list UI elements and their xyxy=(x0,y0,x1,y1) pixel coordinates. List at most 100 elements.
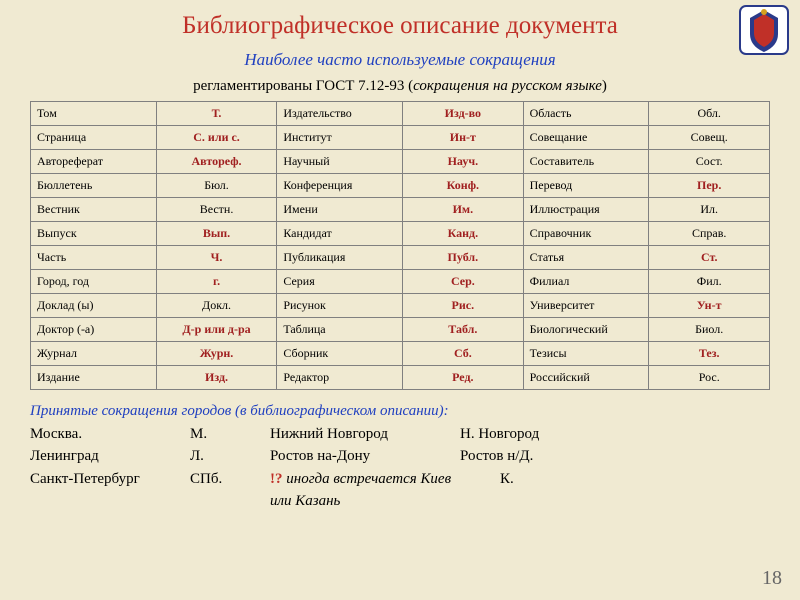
term-cell: Доктор (-а) xyxy=(31,318,157,342)
term-cell: Справочник xyxy=(523,222,649,246)
term-cell: Рисунок xyxy=(277,294,403,318)
city-name: Москва. xyxy=(30,423,190,446)
term-cell: Страница xyxy=(31,126,157,150)
term-cell: Издательство xyxy=(277,102,403,126)
abbr-cell: Биол. xyxy=(649,318,770,342)
regulation-suffix: ) xyxy=(602,78,607,94)
emblem-icon xyxy=(738,4,790,56)
abbr-cell: Ин-т xyxy=(403,126,524,150)
term-cell: Серия xyxy=(277,270,403,294)
footer-heading: Принятые сокращения городов (в библиогра… xyxy=(30,400,770,423)
table-row: АвторефератАвтореф.НаучныйНауч.Составите… xyxy=(31,150,770,174)
term-cell: Конференция xyxy=(277,174,403,198)
term-cell: Доклад (ы) xyxy=(31,294,157,318)
abbr-cell: Справ. xyxy=(649,222,770,246)
table-row: ИзданиеИзд.РедакторРед.РоссийскийРос. xyxy=(31,366,770,390)
abbr-cell: Науч. xyxy=(403,150,524,174)
abbr-cell: Изд-во xyxy=(403,102,524,126)
abbr-cell: Вестн. xyxy=(156,198,277,222)
term-cell: Перевод xyxy=(523,174,649,198)
term-cell: Автореферат xyxy=(31,150,157,174)
table-row: СтраницаС. или с.ИнститутИн-тСовещаниеСо… xyxy=(31,126,770,150)
abbr-cell: Совещ. xyxy=(649,126,770,150)
abbr-cell: Сер. xyxy=(403,270,524,294)
abbr-cell: Фил. xyxy=(649,270,770,294)
city-name: Нижний Новгород xyxy=(270,423,460,446)
abbr-cell: Д-р или д-ра xyxy=(156,318,277,342)
city-row-last: Санкт-Петербург СПб. !? иногда встречает… xyxy=(30,468,770,513)
abbr-cell: Изд. xyxy=(156,366,277,390)
table-row: Доктор (-а)Д-р или д-раТаблицаТабл.Биоло… xyxy=(31,318,770,342)
city-name: Ростов на-Дону xyxy=(270,445,460,468)
term-cell: Издание xyxy=(31,366,157,390)
abbr-cell: Автореф. xyxy=(156,150,277,174)
term-cell: Часть xyxy=(31,246,157,270)
footer-block: Принятые сокращения городов (в библиогра… xyxy=(30,400,770,513)
term-cell: Имени xyxy=(277,198,403,222)
abbr-cell: Ун-т xyxy=(649,294,770,318)
abbr-cell: Сост. xyxy=(649,150,770,174)
regulation-italic: сокращения на русском языке xyxy=(413,78,602,94)
term-cell: Вестник xyxy=(31,198,157,222)
term-cell: Совещание xyxy=(523,126,649,150)
abbr-cell: Конф. xyxy=(403,174,524,198)
abbreviation-table: ТомТ.ИздательствоИзд-воОбластьОбл.Страни… xyxy=(30,101,770,390)
table-row: Город, годг.СерияСер.ФилиалФил. xyxy=(31,270,770,294)
term-cell: Выпуск xyxy=(31,222,157,246)
city-abbr: Н. Новгород xyxy=(460,423,539,446)
table-row: ЧастьЧ.ПубликацияПубл.СтатьяСт. xyxy=(31,246,770,270)
abbr-cell: Бюл. xyxy=(156,174,277,198)
term-cell: Биологический xyxy=(523,318,649,342)
abbr-cell: Канд. xyxy=(403,222,524,246)
city-abbr: М. xyxy=(190,423,270,446)
abbr-cell: Ил. xyxy=(649,198,770,222)
term-cell: Иллюстрация xyxy=(523,198,649,222)
term-cell: Филиал xyxy=(523,270,649,294)
note-rest: иногда встречается Киев или Казань xyxy=(270,471,451,510)
abbr-cell: Пер. xyxy=(649,174,770,198)
term-cell: Составитель xyxy=(523,150,649,174)
abbr-cell: С. или с. xyxy=(156,126,277,150)
city-tail: К. xyxy=(460,468,514,513)
abbr-cell: Докл. xyxy=(156,294,277,318)
page-number: 18 xyxy=(762,567,782,590)
city-abbr: Л. xyxy=(190,445,270,468)
regulation-line: регламентированы ГОСТ 7.12-93 (сокращени… xyxy=(30,78,770,95)
term-cell: Кандидат xyxy=(277,222,403,246)
term-cell: Бюллетень xyxy=(31,174,157,198)
abbr-cell: Табл. xyxy=(403,318,524,342)
term-cell: Научный xyxy=(277,150,403,174)
term-cell: Том xyxy=(31,102,157,126)
abbr-cell: Обл. xyxy=(649,102,770,126)
table-row: ТомТ.ИздательствоИзд-воОбластьОбл. xyxy=(31,102,770,126)
abbr-cell: Им. xyxy=(403,198,524,222)
table-row: ВыпускВып.КандидатКанд.СправочникСправ. xyxy=(31,222,770,246)
term-cell: Университет xyxy=(523,294,649,318)
abbr-cell: Т. xyxy=(156,102,277,126)
abbr-cell: Ст. xyxy=(649,246,770,270)
abbr-cell: Тез. xyxy=(649,342,770,366)
table-row: БюллетеньБюл.КонференцияКонф.ПереводПер. xyxy=(31,174,770,198)
term-cell: Таблица xyxy=(277,318,403,342)
page-title: Библиографическое описание документа xyxy=(30,12,770,40)
city-abbr: Ростов н/Д. xyxy=(460,445,533,468)
term-cell: Область xyxy=(523,102,649,126)
term-cell: Институт xyxy=(277,126,403,150)
term-cell: Редактор xyxy=(277,366,403,390)
city-row: ЛенинградЛ.Ростов на-ДонуРостов н/Д. xyxy=(30,445,770,468)
abbr-cell: Вып. xyxy=(156,222,277,246)
abbr-cell: Ред. xyxy=(403,366,524,390)
term-cell: Сборник xyxy=(277,342,403,366)
term-cell: Журнал xyxy=(31,342,157,366)
city-note: !? иногда встречается Киев или Казань xyxy=(270,468,460,513)
city-abbr: СПб. xyxy=(190,468,270,513)
regulation-prefix: регламентированы ГОСТ 7.12-93 ( xyxy=(193,78,413,94)
page-subtitle: Наиболее часто используемые сокращения xyxy=(30,50,770,70)
abbr-cell: Сб. xyxy=(403,342,524,366)
term-cell: Статья xyxy=(523,246,649,270)
city-name: Санкт-Петербург xyxy=(30,468,190,513)
term-cell: Публикация xyxy=(277,246,403,270)
city-name: Ленинград xyxy=(30,445,190,468)
abbr-cell: Журн. xyxy=(156,342,277,366)
table-row: ЖурналЖурн.СборникСб.ТезисыТез. xyxy=(31,342,770,366)
